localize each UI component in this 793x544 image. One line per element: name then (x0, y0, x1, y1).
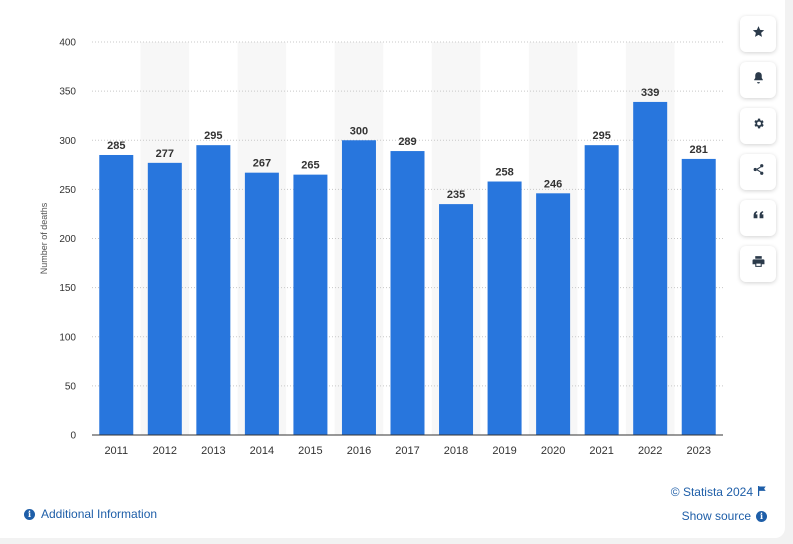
cite-button[interactable] (740, 200, 776, 236)
y-tick-label: 350 (59, 87, 76, 98)
print-icon (752, 255, 765, 273)
x-tick-label-2013: 2013 (201, 445, 225, 457)
bar-2016[interactable] (341, 140, 376, 435)
y-axis-title: Number of deaths (39, 202, 49, 274)
bar-2013[interactable] (196, 145, 231, 435)
x-tick-label-2018: 2018 (444, 445, 468, 457)
value-label-2019: 258 (495, 167, 513, 179)
x-tick-label-2017: 2017 (395, 445, 419, 457)
value-label-2015: 265 (301, 160, 319, 172)
share-icon (752, 163, 765, 181)
bar-2021[interactable] (584, 145, 619, 435)
bar-2020[interactable] (536, 193, 571, 435)
x-tick-label-2016: 2016 (347, 445, 371, 457)
value-labels: 285 277 295 267 265 300 289 235 258 246 295 339 281 (107, 87, 708, 201)
value-label-2017: 289 (398, 136, 416, 148)
bar-2022[interactable] (633, 101, 668, 436)
gear-icon (752, 117, 765, 135)
y-tick-label: 250 (59, 185, 76, 196)
additional-information-label: Additional Information (41, 507, 158, 521)
y-tick-label: 400 (59, 38, 76, 49)
bar-2023[interactable] (681, 158, 716, 436)
show-source-link[interactable]: Show source i (682, 509, 767, 523)
value-label-2020: 246 (544, 178, 562, 190)
y-axis-ticks: 0 50 100 150 200 250 300 350 400 (59, 38, 76, 442)
show-source-label: Show source (681, 509, 751, 523)
value-label-2016: 300 (350, 125, 368, 137)
y-tick-label: 200 (59, 234, 76, 245)
value-label-2022: 339 (641, 87, 659, 99)
bar-2015[interactable] (293, 174, 328, 435)
value-label-2012: 277 (156, 148, 174, 160)
additional-information-link[interactable]: i Additional Information (24, 507, 157, 521)
bar-2011[interactable] (99, 154, 134, 436)
x-axis-ticks: 2011 2012 2013 2014 2015 2016 2017 2018 2019 2020… (104, 445, 711, 457)
y-tick-label: 300 (59, 136, 76, 147)
x-tick-label-2015: 2015 (298, 445, 322, 457)
x-tick-label-2012: 2012 (153, 445, 177, 457)
chart-card: 0 50 100 150 200 250 300 350 400 2011 2012 2013 201… (0, 0, 785, 538)
favorite-button[interactable] (740, 16, 776, 52)
y-tick-label: 100 (59, 332, 76, 343)
print-button[interactable] (740, 246, 776, 282)
notification-button[interactable] (740, 62, 776, 98)
y-tick-label: 150 (59, 283, 76, 294)
toolbar (740, 16, 777, 292)
bar-2017[interactable] (390, 151, 425, 435)
value-label-2021: 295 (592, 130, 610, 142)
value-label-2018: 235 (447, 189, 465, 201)
value-label-2014: 267 (253, 158, 271, 170)
y-tick-label: 0 (70, 431, 76, 442)
value-label-2023: 281 (690, 144, 708, 156)
star-icon (752, 25, 765, 43)
quote-icon (752, 209, 765, 227)
info-icon: i (756, 510, 767, 522)
bars (99, 101, 716, 436)
x-tick-label-2022: 2022 (638, 445, 662, 457)
settings-button[interactable] (740, 108, 776, 144)
x-tick-label-2020: 2020 (541, 445, 565, 457)
bar-2014[interactable] (244, 172, 279, 436)
info-icon: i (24, 508, 35, 520)
bar-2018[interactable] (439, 204, 474, 435)
bar-2012[interactable] (147, 162, 182, 435)
x-tick-label-2021: 2021 (589, 445, 613, 457)
bell-icon (752, 71, 765, 89)
credit-text: © Statista 2024 (670, 485, 753, 499)
flag-icon (757, 485, 767, 499)
statista-credit[interactable]: © Statista 2024 (671, 485, 767, 499)
x-tick-label-2014: 2014 (250, 445, 274, 457)
value-label-2013: 295 (204, 130, 222, 142)
value-label-2011: 285 (107, 140, 125, 152)
bar-2019[interactable] (487, 181, 522, 435)
x-tick-label-2011: 2011 (104, 445, 128, 457)
x-tick-label-2019: 2019 (492, 445, 516, 457)
share-button[interactable] (740, 154, 776, 190)
x-tick-label-2023: 2023 (686, 445, 710, 457)
y-tick-label: 50 (65, 381, 77, 392)
